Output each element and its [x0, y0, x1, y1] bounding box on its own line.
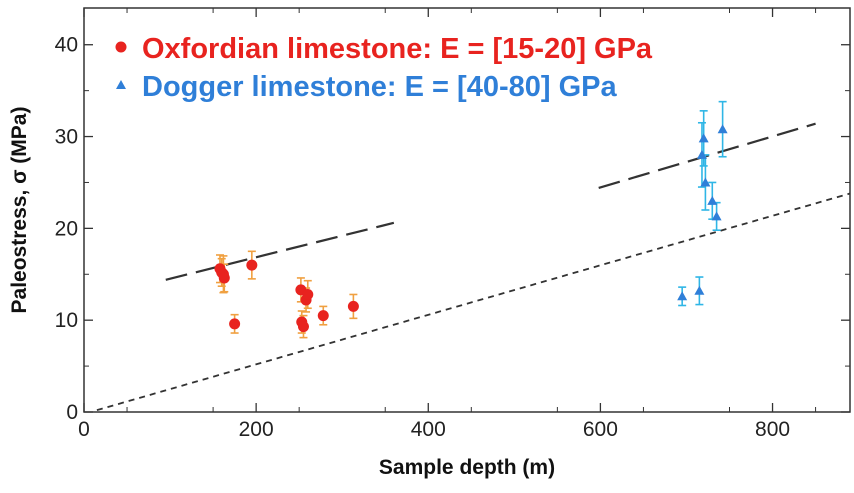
legend-circle-marker	[115, 41, 127, 53]
oxfordian-data-point	[317, 310, 329, 322]
x-axis-title: Sample depth (m)	[379, 456, 555, 479]
y-tick-label: 0	[66, 401, 78, 424]
oxfordian-data-point	[347, 300, 359, 312]
x-tick-label: 800	[755, 418, 790, 441]
x-tick-label: 0	[78, 418, 90, 441]
dogger-data-point	[694, 285, 705, 295]
oxfordian-data-point	[246, 259, 258, 271]
x-tick-label: 200	[239, 418, 274, 441]
plot-frame	[83, 7, 851, 413]
data-markers	[214, 124, 728, 333]
oxfordian-data-point	[297, 321, 309, 333]
reference-lines	[96, 122, 851, 412]
dogger-data-point	[711, 211, 722, 221]
y-tick-label: 20	[55, 217, 78, 240]
y-tick-label: 40	[55, 34, 78, 57]
dogger-data-point	[677, 291, 688, 301]
y-axis-title: Paleostress, σ (MPa)	[8, 107, 31, 314]
legend-entry-label: Dogger limestone: E = [40-80] GPa	[142, 71, 617, 103]
oxfordian-data-point	[218, 272, 230, 284]
y-tick-label: 30	[55, 126, 78, 149]
x-tick-label: 400	[411, 418, 446, 441]
long-dash-trend-line	[598, 122, 816, 190]
dogger-data-point	[696, 149, 707, 159]
legend-triangle-marker	[116, 80, 126, 89]
oxfordian-data-point	[229, 318, 241, 330]
axis-ticks: 0 200 400 600 800 0 10 20 30 40	[55, 8, 850, 441]
short-dash-trend-line	[96, 192, 851, 412]
long-dash-trend-line	[165, 221, 395, 281]
dogger-data-point	[707, 195, 718, 205]
y-tick-label: 10	[55, 309, 78, 332]
plot-border	[83, 7, 851, 413]
legend: Oxfordian limestone: E = [15-20] GPa Dogg…	[115, 33, 653, 103]
dogger-data-point	[700, 177, 711, 187]
dogger-data-point	[698, 133, 709, 143]
legend-entry-label: Oxfordian limestone: E = [15-20] GPa	[142, 33, 653, 65]
x-tick-label: 600	[583, 418, 618, 441]
oxfordian-data-point	[302, 288, 314, 300]
dogger-data-point	[717, 124, 728, 134]
